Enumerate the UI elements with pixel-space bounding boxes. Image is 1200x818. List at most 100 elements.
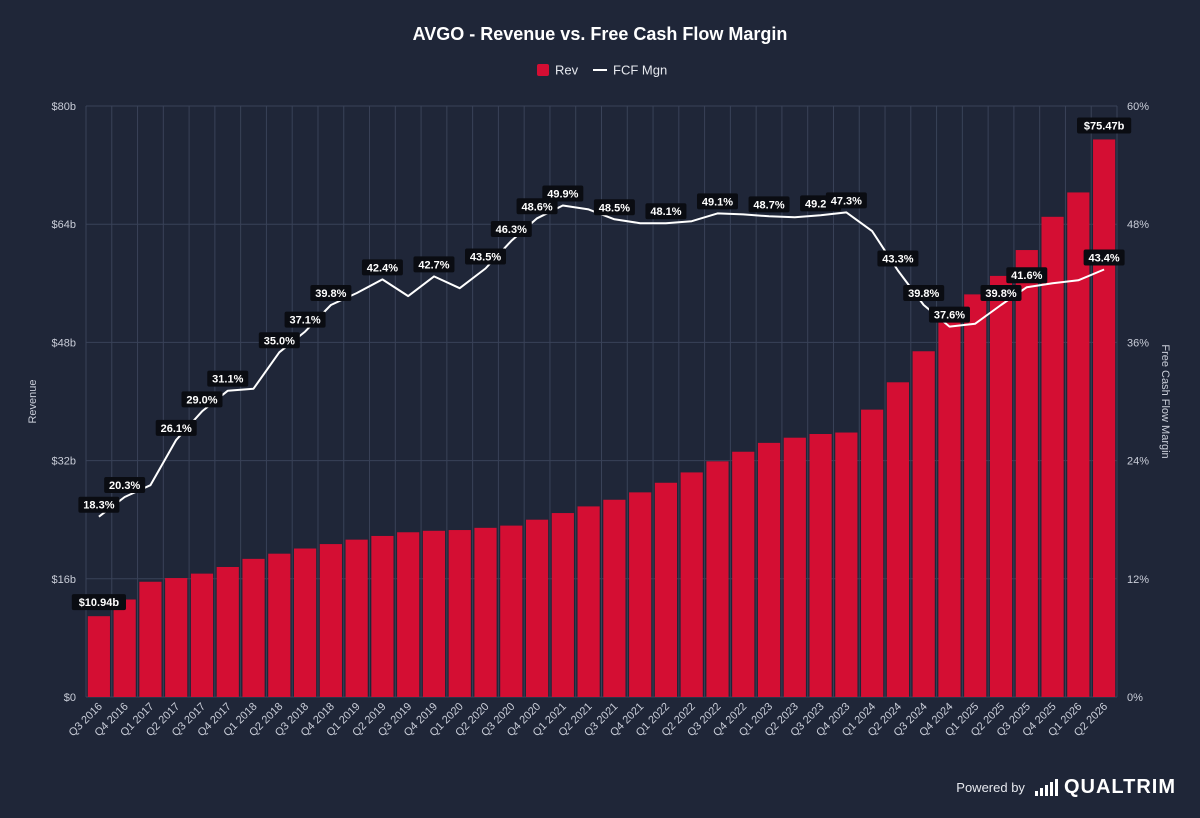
line-data-label-text: 48.7%: [753, 199, 784, 211]
y-axis-title-right: Free Cash Flow Margin: [1159, 344, 1171, 458]
line-data-label-text: 41.6%: [1011, 270, 1042, 282]
bar-data-label-box: [1077, 117, 1132, 134]
bar-rev: [680, 472, 703, 697]
line-data-label-text: 42.4%: [367, 262, 398, 274]
bar-rev: [139, 581, 162, 697]
line-data-label: 39.8%: [310, 284, 352, 301]
line-data-label: 48.6%: [516, 198, 558, 215]
line-data-label: 29.0%: [181, 391, 223, 408]
line-data-label-text: 39.8%: [908, 288, 939, 300]
line-data-label-box: [696, 193, 738, 210]
line-data-label-box: [104, 477, 146, 494]
bar-rev: [474, 527, 497, 697]
bar-rev: [757, 442, 781, 697]
line-data-label-text: 37.6%: [934, 310, 965, 322]
line-data-label-box: [310, 284, 352, 301]
bar-data-label-text: $75.47b: [1084, 120, 1125, 132]
y-axis-right: 0% 12% 24% 36% 48% 60%: [1127, 101, 1149, 704]
bar-rev: [1067, 192, 1090, 697]
line-data-label-box: [645, 203, 687, 220]
line-data-label-box: [78, 496, 120, 513]
line-data-label-box: [1083, 249, 1125, 266]
bar-rev: [319, 544, 342, 697]
line-data-label-text: 48.6%: [521, 201, 552, 213]
powered-by-text: Powered by: [956, 779, 1025, 795]
line-data-label-text: 31.1%: [212, 374, 243, 386]
line-data-label: 39.8%: [980, 284, 1022, 301]
line-data-label-box: [903, 284, 945, 301]
line-data-label: 49.1%: [696, 193, 738, 210]
bar-data-label-box: [71, 594, 126, 611]
bar-data-label-text: $10.94b: [79, 597, 120, 609]
legend-label-fcf-mgn: FCF Mgn: [613, 63, 667, 78]
y-axis-left: $0 $16b $32b $48b $64b $80b: [52, 101, 76, 704]
line-data-label-text: 37.1%: [289, 315, 320, 327]
bar-rev: [113, 599, 136, 697]
bar-rev: [397, 532, 420, 697]
bar-rev: [216, 566, 239, 697]
bar-rev: [525, 519, 549, 697]
line-data-label-text: 47.3%: [831, 195, 862, 207]
bar-rev: [87, 616, 110, 697]
line-data-label-box: [284, 311, 326, 328]
line-data-label: 48.7%: [748, 196, 790, 213]
line-data-label: 43.4%: [1083, 249, 1125, 266]
y2-tick-label: 36%: [1127, 337, 1149, 349]
line-data-label: 31.1%: [207, 370, 249, 387]
line-data-label: 43.5%: [465, 248, 507, 265]
line-data-label: 18.3%: [78, 496, 120, 513]
bar-rev: [732, 451, 755, 697]
line-data-label-box: [980, 284, 1022, 301]
line-data-label-box: [155, 419, 197, 436]
line-data-label: 47.3%: [825, 192, 867, 209]
line-data-label-text: 43.5%: [470, 252, 501, 264]
line-data-label-box: [465, 248, 507, 265]
y2-tick-label: 12%: [1127, 574, 1149, 586]
bar-rev: [1015, 250, 1038, 697]
line-data-label: 48.1%: [645, 203, 687, 220]
line-data-label-box: [258, 332, 300, 349]
bar-rev: [268, 553, 291, 697]
bar-rev: [912, 351, 935, 697]
bar-data-label: $10.94b: [71, 594, 126, 611]
line-data-label-box: [1006, 267, 1048, 284]
qualtrim-logo[interactable]: QUALTRIM: [1034, 776, 1176, 798]
line-data-label-text: 39.8%: [315, 288, 346, 300]
line-data-label: 35.0%: [258, 332, 300, 349]
line-data-label: 39.8%: [903, 284, 945, 301]
line-data-label-box: [207, 370, 249, 387]
bar-rev: [1093, 139, 1116, 697]
y-tick-label: $48b: [52, 337, 76, 349]
brand-name: QUALTRIM: [1063, 776, 1176, 798]
data-labels: 18.3% 20.3% 26.1% 29.0% 31.1% 35.0% 37.1% 39.8%…: [71, 117, 1132, 611]
line-data-label-text: 43.3%: [882, 253, 913, 265]
bar-rev: [783, 437, 806, 697]
line-data-label-box: [516, 198, 558, 215]
line-data-label: 46.3%: [490, 220, 532, 237]
bar-rev: [294, 548, 317, 697]
line-data-label: 37.1%: [284, 311, 326, 328]
line-data-label-box: [361, 259, 403, 276]
bar-rev: [577, 506, 600, 697]
legend-swatch-rev: [537, 64, 549, 76]
bar-rev: [371, 535, 394, 697]
line-data-label-box: [490, 220, 532, 237]
chart-title: AVGO - Revenue vs. Free Cash Flow Margin: [413, 24, 788, 44]
line-data-label-text: 35.0%: [264, 335, 295, 347]
bar-rev: [989, 275, 1013, 697]
line-data-label: 43.3%: [877, 250, 919, 267]
line-data-label-text: 49.1%: [702, 196, 733, 208]
line-data-label-box: [748, 196, 790, 213]
bar-rev: [938, 315, 961, 697]
line-data-label-text: 48.1%: [650, 206, 681, 218]
y-tick-label: $32b: [52, 456, 76, 468]
line-data-label-box: [593, 199, 635, 216]
y2-tick-label: 48%: [1127, 219, 1149, 231]
bar-rev: [422, 530, 446, 697]
line-data-label-text: 20.3%: [109, 480, 140, 492]
line-data-label: 42.7%: [413, 256, 455, 273]
footer: Powered by QUALTRIM: [956, 776, 1176, 798]
line-data-label-text: 46.3%: [496, 224, 527, 236]
line-data-label-box: [877, 250, 919, 267]
